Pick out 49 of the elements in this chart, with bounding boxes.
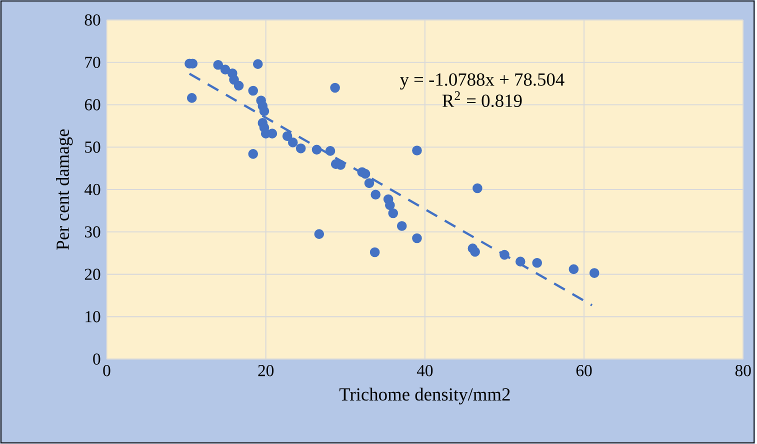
x-tick-label: 20 (258, 365, 274, 376)
point (412, 146, 422, 156)
y-tick-label: 60 (84, 99, 100, 110)
point (532, 258, 542, 268)
point (589, 268, 600, 278)
point (234, 80, 244, 91)
point (412, 233, 422, 244)
point (213, 60, 224, 70)
point (186, 93, 197, 103)
point (385, 200, 395, 210)
point (396, 221, 407, 231)
point (388, 208, 398, 218)
y-tick-label: 50 (85, 142, 100, 153)
x-tick-label: 80 (735, 365, 751, 376)
point (364, 178, 374, 188)
point (325, 146, 336, 156)
point (248, 149, 258, 159)
y-tick-label: 80 (84, 14, 100, 26)
point (330, 82, 340, 93)
point (370, 190, 381, 200)
point (296, 144, 306, 154)
point (312, 144, 322, 155)
point (259, 106, 270, 116)
point (288, 138, 298, 148)
point (500, 250, 510, 260)
y-tick-label: 70 (85, 56, 100, 68)
annotation: R$^{2}$ = 0.819 (442, 91, 522, 108)
point (220, 64, 230, 75)
y-tick-label: 10 (86, 311, 100, 322)
point (360, 168, 370, 179)
x-tick-label: 40 (416, 365, 433, 376)
point (370, 247, 380, 258)
point (314, 229, 324, 240)
point (282, 131, 292, 142)
point (470, 246, 480, 257)
x-tick-label: 0 (103, 365, 110, 376)
y-tick-label: 30 (84, 226, 100, 238)
point (568, 264, 579, 274)
y-tick-label: 0 (93, 354, 100, 365)
y-tick-label: 20 (84, 268, 100, 280)
y-axis-title: Per cent damage (56, 129, 73, 250)
point (252, 59, 263, 70)
point (515, 256, 526, 267)
point (472, 183, 482, 194)
point (248, 86, 258, 96)
annotation: y = -1.0788x + 78.504 (400, 73, 564, 90)
x-tick-label: 60 (576, 365, 592, 376)
y-tick-label: 40 (84, 184, 100, 196)
x-axis-title: Trichome density/mm2 (339, 388, 510, 404)
